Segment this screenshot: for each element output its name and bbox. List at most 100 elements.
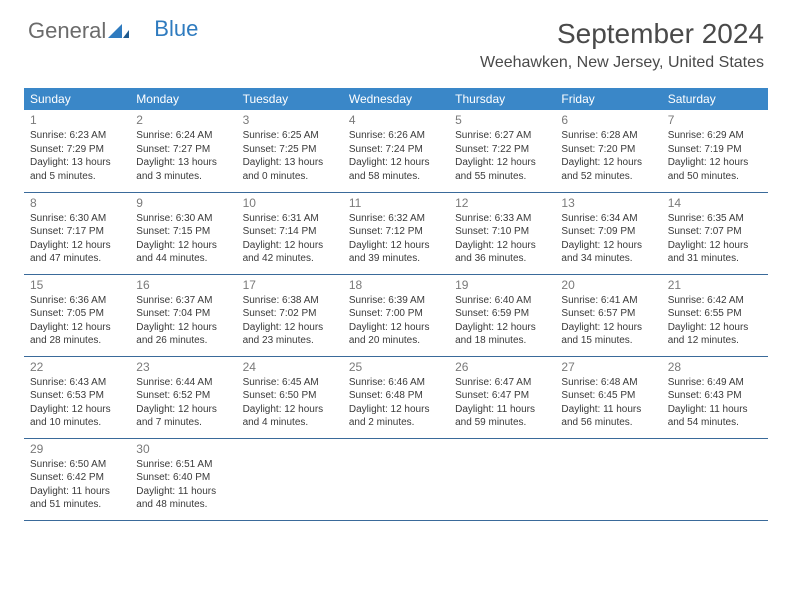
day-sr: Sunrise: 6:39 AM xyxy=(349,294,443,308)
day-ss: Sunset: 7:29 PM xyxy=(30,143,124,157)
day-number: 3 xyxy=(243,113,337,127)
day-dl2: and 36 minutes. xyxy=(455,252,549,266)
day-cell: 16Sunrise: 6:37 AMSunset: 7:04 PMDayligh… xyxy=(130,274,236,356)
day-sr: Sunrise: 6:42 AM xyxy=(668,294,762,308)
day-dl2: and 47 minutes. xyxy=(30,252,124,266)
logo-text-1: General xyxy=(28,18,106,44)
day-dl1: Daylight: 12 hours xyxy=(455,239,549,253)
day-ss: Sunset: 6:50 PM xyxy=(243,389,337,403)
day-sr: Sunrise: 6:36 AM xyxy=(30,294,124,308)
day-dl2: and 18 minutes. xyxy=(455,334,549,348)
day-sr: Sunrise: 6:34 AM xyxy=(561,212,655,226)
day-dl1: Daylight: 12 hours xyxy=(561,321,655,335)
day-dl2: and 50 minutes. xyxy=(668,170,762,184)
day-ss: Sunset: 6:57 PM xyxy=(561,307,655,321)
day-sr: Sunrise: 6:33 AM xyxy=(455,212,549,226)
day-number: 23 xyxy=(136,360,230,374)
day-cell: 29Sunrise: 6:50 AMSunset: 6:42 PMDayligh… xyxy=(24,438,130,520)
day-dl1: Daylight: 13 hours xyxy=(30,156,124,170)
day-sr: Sunrise: 6:30 AM xyxy=(30,212,124,226)
day-ss: Sunset: 6:52 PM xyxy=(136,389,230,403)
day-number: 22 xyxy=(30,360,124,374)
day-dl2: and 5 minutes. xyxy=(30,170,124,184)
day-dl2: and 15 minutes. xyxy=(561,334,655,348)
day-dl1: Daylight: 12 hours xyxy=(668,321,762,335)
day-dl1: Daylight: 12 hours xyxy=(30,239,124,253)
day-dl1: Daylight: 12 hours xyxy=(668,156,762,170)
day-sr: Sunrise: 6:43 AM xyxy=(30,376,124,390)
location: Weehawken, New Jersey, United States xyxy=(480,54,764,72)
week-row: 15Sunrise: 6:36 AMSunset: 7:05 PMDayligh… xyxy=(24,274,768,356)
logo-text-2: Blue xyxy=(154,16,198,42)
day-number: 7 xyxy=(668,113,762,127)
day-sr: Sunrise: 6:32 AM xyxy=(349,212,443,226)
day-dl2: and 7 minutes. xyxy=(136,416,230,430)
day-sr: Sunrise: 6:51 AM xyxy=(136,458,230,472)
day-cell: 8Sunrise: 6:30 AMSunset: 7:17 PMDaylight… xyxy=(24,192,130,274)
day-dl2: and 59 minutes. xyxy=(455,416,549,430)
day-ss: Sunset: 6:45 PM xyxy=(561,389,655,403)
day-cell: 1 Sunrise: 6:23 AMSunset: 7:29 PMDaylight… xyxy=(24,110,130,192)
empty-cell xyxy=(449,438,555,520)
day-cell: 2Sunrise: 6:24 AMSunset: 7:27 PMDaylight… xyxy=(130,110,236,192)
day-sr: Sunrise: 6:23 AM xyxy=(30,129,124,143)
day-sr: Sunrise: 6:26 AM xyxy=(349,129,443,143)
day-ss: Sunset: 7:20 PM xyxy=(561,143,655,157)
day-dl1: Daylight: 12 hours xyxy=(243,239,337,253)
day-number: 18 xyxy=(349,278,443,292)
day-sr: Sunrise: 6:25 AM xyxy=(243,129,337,143)
day-ss: Sunset: 6:59 PM xyxy=(455,307,549,321)
day-ss: Sunset: 6:55 PM xyxy=(668,307,762,321)
day-dl1: Daylight: 11 hours xyxy=(561,403,655,417)
day-dl2: and 26 minutes. xyxy=(136,334,230,348)
day-dl1: Daylight: 12 hours xyxy=(30,403,124,417)
day-dl2: and 55 minutes. xyxy=(455,170,549,184)
day-number: 25 xyxy=(349,360,443,374)
day-ss: Sunset: 7:14 PM xyxy=(243,225,337,239)
day-cell: 27Sunrise: 6:48 AMSunset: 6:45 PMDayligh… xyxy=(555,356,661,438)
day-number: 21 xyxy=(668,278,762,292)
day-cell: 26Sunrise: 6:47 AMSunset: 6:47 PMDayligh… xyxy=(449,356,555,438)
day-dl1: Daylight: 12 hours xyxy=(668,239,762,253)
day-number: 29 xyxy=(30,442,124,456)
day-ss: Sunset: 7:15 PM xyxy=(136,225,230,239)
day-sr: Sunrise: 6:30 AM xyxy=(136,212,230,226)
day-ss: Sunset: 7:05 PM xyxy=(30,307,124,321)
day-cell: 23Sunrise: 6:44 AMSunset: 6:52 PMDayligh… xyxy=(130,356,236,438)
day-sr: Sunrise: 6:48 AM xyxy=(561,376,655,390)
day-dl2: and 23 minutes. xyxy=(243,334,337,348)
day-dl2: and 48 minutes. xyxy=(136,498,230,512)
day-dl2: and 12 minutes. xyxy=(668,334,762,348)
day-sr: Sunrise: 6:44 AM xyxy=(136,376,230,390)
day-number: 9 xyxy=(136,196,230,210)
day-cell: 12Sunrise: 6:33 AMSunset: 7:10 PMDayligh… xyxy=(449,192,555,274)
dow-saturday: Saturday xyxy=(662,88,768,110)
day-number: 30 xyxy=(136,442,230,456)
day-number: 14 xyxy=(668,196,762,210)
day-number: 1 xyxy=(30,113,124,127)
day-ss: Sunset: 7:12 PM xyxy=(349,225,443,239)
day-number: 26 xyxy=(455,360,549,374)
day-number: 17 xyxy=(243,278,337,292)
day-cell: 10Sunrise: 6:31 AMSunset: 7:14 PMDayligh… xyxy=(237,192,343,274)
day-ss: Sunset: 7:10 PM xyxy=(455,225,549,239)
day-sr: Sunrise: 6:29 AM xyxy=(668,129,762,143)
day-cell: 20Sunrise: 6:41 AMSunset: 6:57 PMDayligh… xyxy=(555,274,661,356)
day-dl2: and 10 minutes. xyxy=(30,416,124,430)
day-cell: 21 Sunrise: 6:42 AMSunset: 6:55 PMDayligh… xyxy=(662,274,768,356)
day-cell: 15Sunrise: 6:36 AMSunset: 7:05 PMDayligh… xyxy=(24,274,130,356)
logo: General Blue xyxy=(28,18,198,44)
day-ss: Sunset: 7:19 PM xyxy=(668,143,762,157)
day-number: 8 xyxy=(30,196,124,210)
day-dl2: and 0 minutes. xyxy=(243,170,337,184)
dow-wednesday: Wednesday xyxy=(343,88,449,110)
month-title: September 2024 xyxy=(480,18,764,50)
day-cell: 3Sunrise: 6:25 AMSunset: 7:25 PMDaylight… xyxy=(237,110,343,192)
day-cell: 9Sunrise: 6:30 AMSunset: 7:15 PMDaylight… xyxy=(130,192,236,274)
day-dl1: Daylight: 12 hours xyxy=(136,321,230,335)
day-cell: 25Sunrise: 6:46 AMSunset: 6:48 PMDayligh… xyxy=(343,356,449,438)
day-cell: 7 Sunrise: 6:29 AMSunset: 7:19 PMDaylight… xyxy=(662,110,768,192)
day-number: 4 xyxy=(349,113,443,127)
day-dl2: and 56 minutes. xyxy=(561,416,655,430)
calendar-body: 1Sunrise: 6:23 AMSunset: 7:29 PMDaylight… xyxy=(24,110,768,520)
